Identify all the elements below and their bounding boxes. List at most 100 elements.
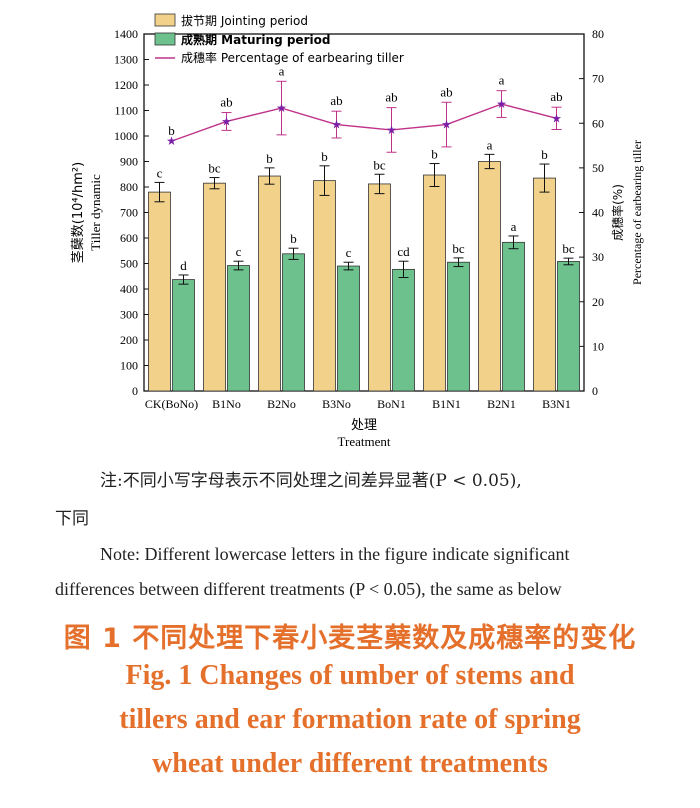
y-left-tick-label: 100 [120,359,138,373]
x-tick-label: B2No [267,397,296,411]
y-right-tick-label: 50 [592,161,604,175]
y-left-tick-label: 900 [120,155,138,169]
note-english-line-1: Note: Different lowercase letters in the… [100,544,570,564]
y-right-tick-label: 10 [592,339,604,353]
note-chinese-line-2: 下同 [55,509,89,529]
x-tick-label: BoN1 [377,397,406,411]
y-left-tick-label: 400 [120,282,138,296]
y-left-tick-label: 1200 [114,78,138,92]
y-left-tick-label: 1100 [114,104,138,118]
y-left-label-en: Tiller dynamic [88,174,103,251]
significance-letter: b [168,123,175,138]
caption-chinese: 图 1 不同处理下春小麦茎蘖数及成穗率的变化 [63,623,637,654]
y-left-label-cn: 茎蘖数(10⁴/hm²) [71,162,86,263]
y-left-tick-label: 700 [120,206,138,220]
line-point-star: ★ [386,123,397,137]
significance-letter: ab [220,95,232,110]
x-tick-label: B3N1 [542,397,571,411]
y-right-tick-label: 40 [592,206,604,220]
x-label-en: Treatment [338,434,391,449]
legend-label-maturing: 成熟期 Maturing period [181,32,330,47]
y-left-tick-label: 500 [120,257,138,271]
line-point-star: ★ [551,111,562,125]
bar [368,183,391,392]
significance-letter: ab [330,93,342,108]
significance-letter: bc [452,241,465,256]
significance-letter: b [266,151,273,166]
significance-letter: bc [562,241,575,256]
y-right-label-en: Percentage of earbearing tiller [630,140,644,285]
bar [447,261,470,392]
bar [227,265,250,392]
significance-letter: ab [385,90,397,105]
legend-label-percentage: 成穗率 Percentage of earbearing tiller [181,50,404,65]
x-tick-label: B2N1 [487,397,516,411]
caption-english-line-3: wheat under different treatments [152,748,548,779]
bar [533,177,556,392]
x-label-cn: 处理 [351,418,377,433]
y-right-tick-label: 60 [592,116,604,130]
significance-letter: c [346,245,352,260]
figure-chart: 0100200300400500600700800900100011001200… [71,13,644,449]
y-right-tick-label: 20 [592,295,604,309]
significance-letter: d [180,258,187,273]
y-left-tick-label: 300 [120,308,138,322]
line-series [171,103,557,142]
legend-label-jointing: 拔节期 Jointing period [181,13,308,28]
significance-letter: b [290,231,297,246]
bar [172,279,195,392]
line-point-star: ★ [496,97,507,111]
significance-letter: b [321,149,328,164]
significance-letter: bc [208,161,221,176]
caption-english-line-2: tillers and ear formation rate of spring [119,704,581,735]
note-chinese-line-1: 注:不同小写字母表示不同处理之间差异显著(P < 0.05), [100,471,522,491]
line-point-star: ★ [331,118,342,132]
bar [313,180,336,392]
bar [337,265,360,392]
significance-letter: a [487,137,493,152]
y-right-tick-label: 80 [592,27,604,41]
legend-swatch-jointing [154,13,176,27]
significance-letter: bc [373,157,386,172]
bar [203,182,226,392]
y-left-tick-label: 0 [132,384,138,398]
line-point-star: ★ [276,101,287,115]
line-point-star: ★ [441,118,452,132]
bar [502,241,525,392]
y-right-tick-label: 0 [592,384,598,398]
bar [557,261,580,392]
caption-english-line-1: Fig. 1 Changes of umber of stems and [125,660,575,691]
bar [258,175,281,392]
note-english-line-2: differences between different treatments… [55,579,562,599]
significance-letter: c [236,244,242,259]
line-point-star: ★ [221,114,232,128]
y-left-tick-label: 600 [120,231,138,245]
significance-letter: ab [440,84,452,99]
x-tick-label: B3No [322,397,351,411]
bar [282,253,305,392]
x-tick-label: CK(BoNo) [145,397,198,411]
x-tick-label: B1No [212,397,241,411]
y-left-tick-label: 1000 [114,129,138,143]
significance-letter: cd [397,244,410,259]
legend-swatch-maturing [154,32,176,46]
y-right-tick-label: 30 [592,250,604,264]
bar [148,191,171,392]
y-right-tick-label: 70 [592,72,604,86]
significance-letter: c [157,165,163,180]
bar [392,268,415,392]
significance-letter: b [431,147,438,162]
significance-letter: a [511,219,517,234]
significance-letter: a [499,73,505,88]
bar [478,161,501,392]
bar [423,174,446,392]
y-right-label-cn: 成穗率(%) [610,184,625,241]
y-left-tick-label: 800 [120,180,138,194]
y-left-tick-label: 200 [120,333,138,347]
y-left-tick-label: 1400 [114,27,138,41]
line-point-star: ★ [166,134,177,148]
y-left-tick-label: 1300 [114,53,138,67]
significance-letter: ab [550,89,562,104]
significance-letter: a [279,63,285,78]
significance-letter: b [541,147,548,162]
